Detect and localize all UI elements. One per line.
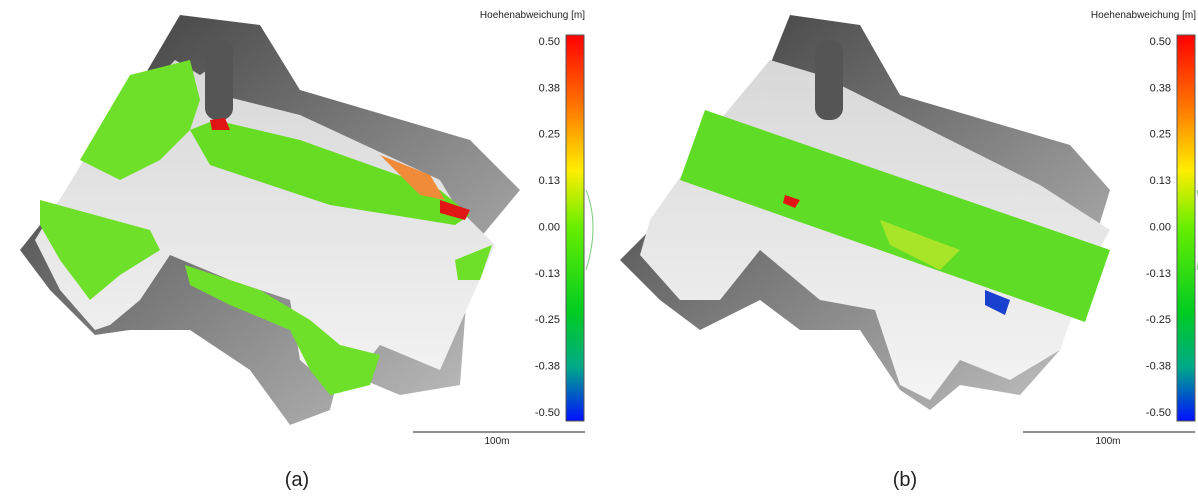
colorbar-tick-label: 0.38 (1150, 82, 1171, 94)
map-b (620, 15, 1110, 410)
colorbar-tick-label: 0.00 (539, 221, 560, 233)
colorbar-tick-label: -0.50 (1146, 407, 1171, 419)
colorbar-tick-label: 0.00 (1150, 221, 1171, 233)
colorbar (566, 35, 584, 421)
colorbar-tick-label: -0.25 (1146, 314, 1171, 326)
colorbar-tick-label: 0.38 (539, 82, 560, 94)
scale-label: 100m (484, 436, 509, 447)
colorbar-tick-label: -0.50 (535, 407, 560, 419)
colorbar-tick-label: -0.38 (535, 361, 560, 373)
colorbar-tick-label: 0.50 (539, 36, 560, 48)
scale-label: 100m (1095, 436, 1120, 447)
colorbar-tick-label: 0.25 (1150, 129, 1171, 141)
colorbar-tick-label: 0.25 (539, 129, 560, 141)
colorbar-tick-label: -0.13 (1146, 268, 1171, 280)
colorbar (1177, 35, 1195, 421)
colorbar-title: Hoehenabweichung [m] (480, 10, 585, 21)
colorbar-tick-label: 0.13 (1150, 175, 1171, 187)
map-a (20, 15, 520, 425)
caption: (a) (285, 469, 309, 491)
histogram (586, 190, 593, 270)
colorbar-tick-label: 0.13 (539, 175, 560, 187)
colorbar-tick-label: -0.25 (535, 314, 560, 326)
caption: (b) (893, 469, 917, 491)
colorbar-tick-label: 0.50 (1150, 36, 1171, 48)
figure: Hoehenabweichung [m] Hoehenabweichung [m… (0, 0, 1198, 495)
colorbar-tick-label: -0.38 (1146, 361, 1171, 373)
colorbar-title: Hoehenabweichung [m] (1091, 10, 1196, 21)
colorbar-tick-label: -0.13 (535, 268, 560, 280)
